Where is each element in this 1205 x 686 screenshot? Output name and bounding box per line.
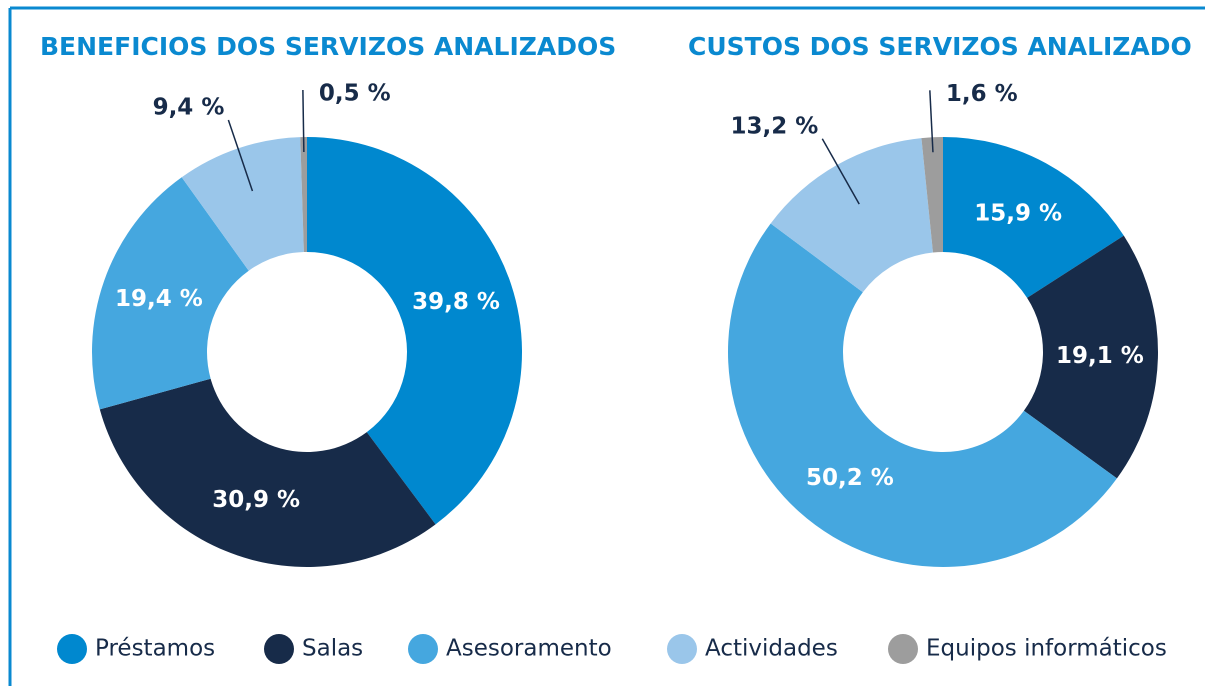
slice-label: 13,2 %	[730, 113, 818, 139]
slice-label: 50,2 %	[806, 465, 894, 491]
donut-slice	[181, 137, 304, 271]
donut-slice	[91, 177, 249, 410]
donut-slice	[727, 223, 1117, 568]
legend-swatch	[57, 634, 87, 664]
slice-label: 0,5 %	[319, 81, 391, 107]
legend-swatch	[667, 634, 697, 664]
legend-label: Equipos informáticos	[926, 636, 1167, 662]
donut-slice	[99, 378, 436, 567]
legend-swatch	[264, 634, 294, 664]
donut-slice	[307, 137, 522, 525]
legend-label: Actividades	[705, 636, 838, 662]
leader-line	[821, 138, 860, 205]
slice-label: 9,4 %	[153, 94, 225, 120]
legend-swatch	[408, 634, 438, 664]
slice-label: 19,1 %	[1056, 343, 1144, 369]
legend-swatch	[888, 634, 918, 664]
donut-slice	[770, 138, 933, 293]
slice-label: 39,8 %	[412, 289, 500, 315]
slice-label: 15,9 %	[974, 201, 1062, 227]
legend-label: Salas	[302, 636, 363, 662]
slice-label: 19,4 %	[115, 286, 203, 312]
donut-slice	[943, 137, 1124, 298]
leader-line	[227, 119, 254, 192]
chart-title: CUSTOS DOS SERVIZOS ANALIZADO	[688, 32, 1192, 61]
leader-line	[302, 90, 305, 153]
slice-label: 30,9 %	[212, 487, 300, 513]
donut-slice	[1023, 235, 1158, 479]
donut-slice	[300, 137, 307, 253]
chart-title: BENEFICIOS DOS SERVIZOS ANALIZADOS	[40, 32, 616, 61]
slice-label: 1,6 %	[946, 81, 1018, 107]
legend-label: Préstamos	[95, 636, 215, 662]
legend-label: Asesoramento	[446, 636, 612, 662]
leader-line	[929, 90, 934, 153]
donut-slice	[921, 137, 943, 253]
